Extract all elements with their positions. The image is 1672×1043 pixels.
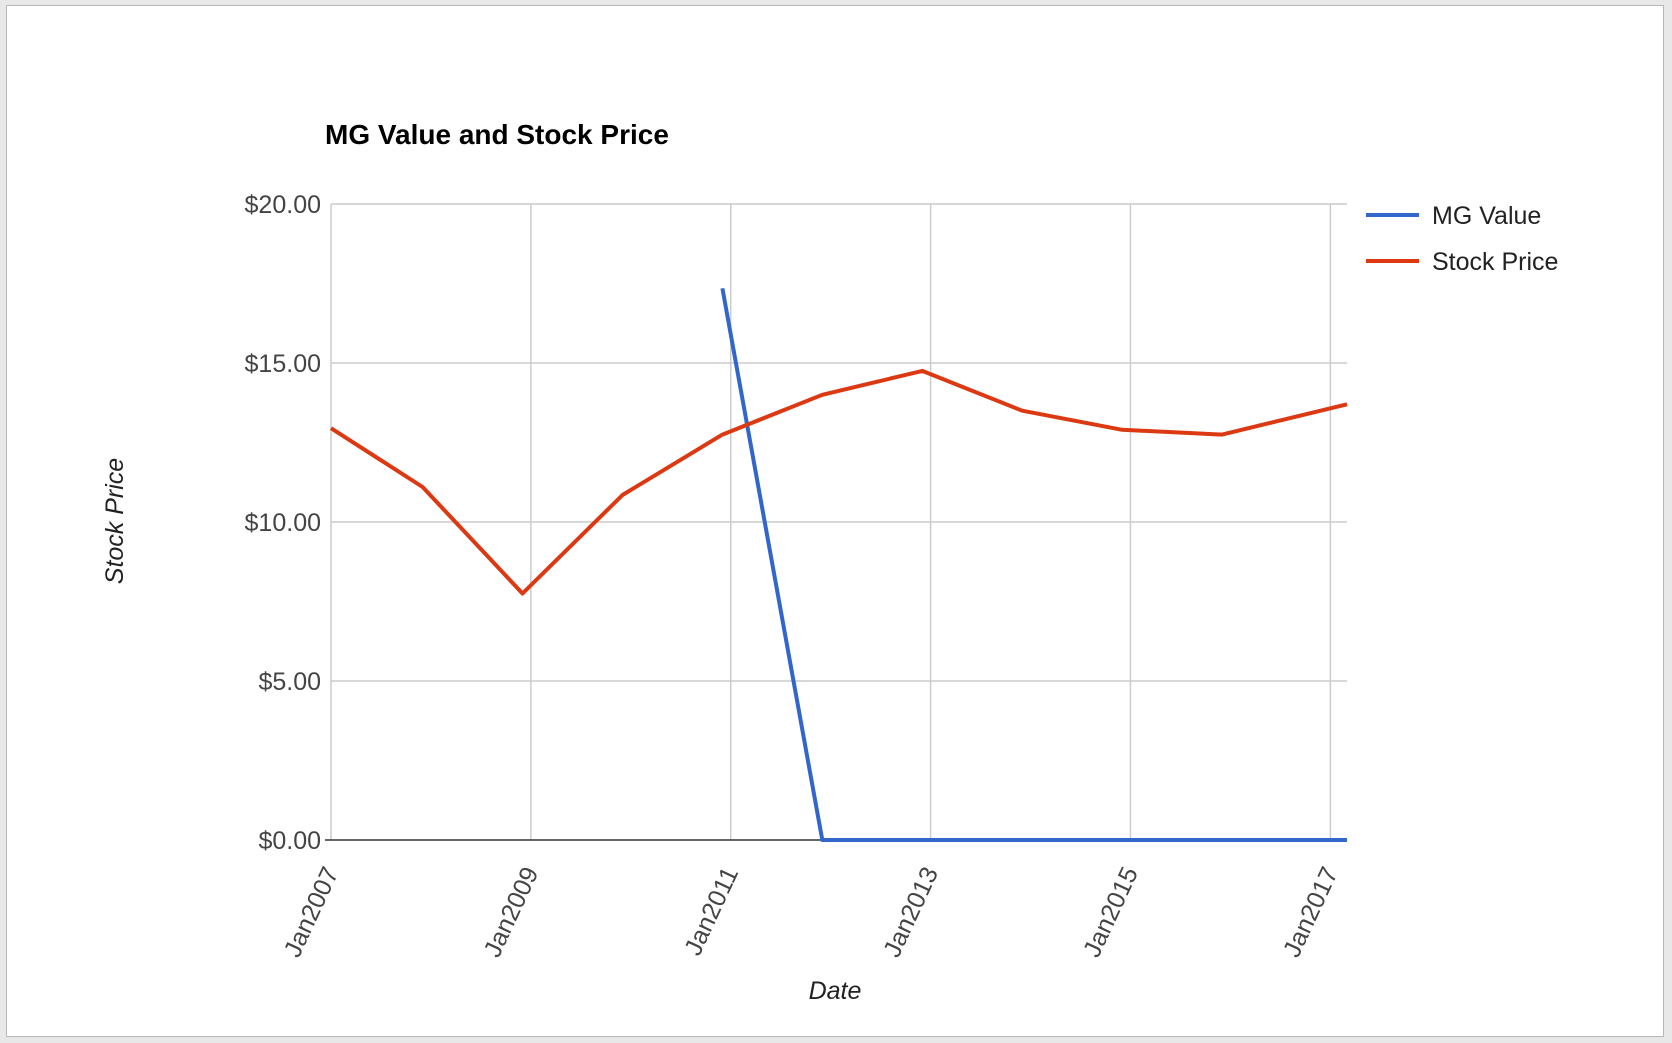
line-chart: $0.00 $5.00 $10.00 $15.00 $20.00 Jan2007 Jan20… [101, 119, 1558, 1005]
series-line-mg-value[interactable] [720, 287, 1347, 842]
y-axis-title: Stock Price [101, 458, 129, 584]
grid-lines [330, 203, 1347, 840]
x-tick-label: Jan2015 [1078, 863, 1144, 962]
legend-label-stock-price: Stock Price [1432, 248, 1558, 276]
series-lines [329, 287, 1348, 842]
x-tick-label: Jan2013 [878, 863, 944, 962]
x-tick-label: Jan2017 [1278, 863, 1344, 962]
y-tick-label: $0.00 [258, 827, 321, 855]
x-tick-label: Jan2007 [279, 863, 345, 962]
legend-item-stock-price[interactable]: Stock Price [1366, 248, 1558, 276]
y-tick-label: $5.00 [258, 668, 321, 696]
series-line-stock-price[interactable] [329, 368, 1348, 596]
y-tick-label: $20.00 [245, 191, 321, 219]
tick-labels: $0.00 $5.00 $10.00 $15.00 $20.00 Jan2007 Jan20… [245, 191, 1344, 961]
x-axis-title: Date [809, 977, 862, 1005]
legend-label-mg-value: MG Value [1432, 202, 1541, 230]
legend: MG Value Stock Price [1366, 202, 1558, 276]
x-tick-label: Jan2011 [679, 863, 744, 960]
chart-title: MG Value and Stock Price [325, 119, 669, 150]
chart-frame: $0.00 $5.00 $10.00 $15.00 $20.00 Jan2007 Jan20… [6, 5, 1664, 1037]
x-tick-label: Jan2009 [478, 863, 544, 962]
y-tick-label: $15.00 [245, 350, 321, 378]
legend-item-mg-value[interactable]: MG Value [1366, 202, 1541, 230]
y-tick-label: $10.00 [245, 509, 321, 537]
